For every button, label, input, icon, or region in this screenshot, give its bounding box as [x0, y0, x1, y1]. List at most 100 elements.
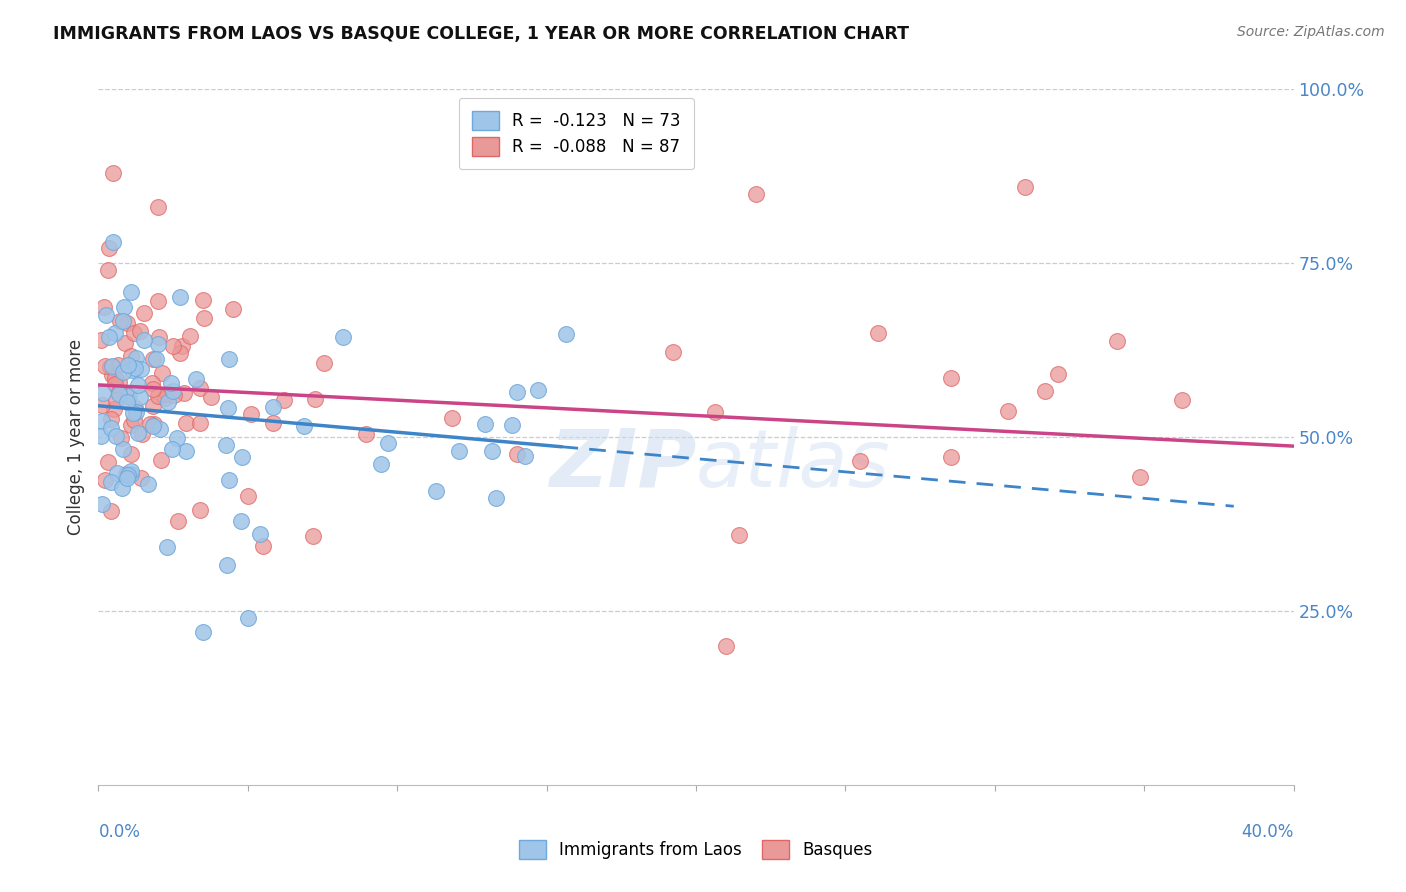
Basques	[90, 333, 112, 347]
Basques	[110, 313, 132, 327]
Basques	[129, 324, 152, 338]
Basques	[704, 405, 727, 419]
Basques	[105, 393, 128, 408]
Immigrants from Laos	[141, 419, 163, 434]
Immigrants from Laos	[146, 337, 169, 351]
Legend: Immigrants from Laos, Basques: Immigrants from Laos, Basques	[512, 831, 880, 868]
Immigrants from Laos	[125, 351, 148, 365]
Immigrants from Laos	[191, 624, 214, 639]
Text: atlas: atlas	[696, 425, 891, 504]
Immigrants from Laos	[120, 467, 142, 482]
Basques	[193, 293, 215, 307]
Immigrants from Laos	[505, 384, 527, 399]
Immigrants from Laos	[231, 450, 253, 464]
Immigrants from Laos	[117, 358, 139, 372]
Immigrants from Laos	[107, 386, 129, 401]
Basques	[262, 416, 284, 430]
Immigrants from Laos	[117, 468, 139, 483]
Immigrants from Laos	[292, 419, 315, 434]
Basques	[114, 335, 136, 350]
Basques	[103, 166, 125, 180]
Immigrants from Laos	[166, 431, 188, 445]
Basques	[167, 514, 190, 528]
Basques	[142, 417, 165, 431]
Immigrants from Laos	[103, 235, 125, 250]
Immigrants from Laos	[104, 326, 127, 341]
Immigrants from Laos	[485, 491, 508, 505]
Basques	[849, 454, 872, 468]
Immigrants from Laos	[174, 444, 197, 458]
Immigrants from Laos	[148, 422, 170, 436]
Basques	[100, 504, 122, 518]
Basques	[1129, 470, 1152, 484]
Basques	[939, 371, 962, 385]
Immigrants from Laos	[134, 333, 156, 347]
Basques	[301, 529, 323, 543]
Immigrants from Laos	[129, 391, 152, 405]
Immigrants from Laos	[447, 444, 470, 458]
Immigrants from Laos	[249, 527, 271, 541]
Immigrants from Laos	[100, 421, 122, 435]
Basques	[124, 401, 146, 415]
Basques	[200, 390, 222, 404]
Basques	[108, 384, 131, 399]
Basques	[190, 381, 212, 395]
Basques	[939, 450, 962, 464]
Immigrants from Laos	[90, 429, 112, 443]
Text: 40.0%: 40.0%	[1241, 823, 1294, 841]
Basques	[97, 455, 120, 469]
Immigrants from Laos	[101, 359, 124, 373]
Basques	[156, 386, 179, 401]
Immigrants from Laos	[332, 330, 354, 344]
Immigrants from Laos	[160, 376, 183, 391]
Immigrants from Laos	[117, 471, 139, 485]
Basques	[238, 489, 260, 503]
Immigrants from Laos	[145, 351, 167, 366]
Immigrants from Laos	[120, 285, 142, 300]
Basques	[97, 242, 120, 256]
Basques	[139, 417, 162, 431]
Y-axis label: College, 1 year or more: College, 1 year or more	[66, 339, 84, 535]
Text: 0.0%: 0.0%	[98, 823, 141, 841]
Basques	[150, 453, 173, 467]
Basques	[131, 427, 153, 442]
Basques	[93, 301, 115, 315]
Basques	[222, 302, 245, 317]
Immigrants from Laos	[121, 464, 143, 478]
Immigrants from Laos	[104, 429, 127, 443]
Immigrants from Laos	[112, 300, 135, 314]
Basques	[120, 349, 142, 363]
Immigrants from Laos	[425, 483, 447, 498]
Basques	[142, 382, 165, 396]
Immigrants from Laos	[118, 389, 141, 403]
Basques	[100, 359, 122, 374]
Basques	[131, 470, 153, 484]
Immigrants from Laos	[169, 289, 191, 303]
Immigrants from Laos	[91, 414, 114, 428]
Basques	[107, 376, 129, 390]
Basques	[252, 539, 274, 553]
Basques	[150, 366, 173, 380]
Immigrants from Laos	[501, 417, 523, 432]
Basques	[1014, 179, 1036, 194]
Basques	[146, 389, 169, 403]
Basques	[134, 306, 156, 320]
Basques	[240, 407, 263, 421]
Basques	[188, 417, 211, 431]
Basques	[193, 310, 215, 325]
Basques	[745, 186, 768, 201]
Basques	[101, 368, 124, 383]
Basques	[273, 392, 295, 407]
Basques	[97, 263, 120, 277]
Immigrants from Laos	[527, 383, 550, 397]
Basques	[1171, 393, 1194, 408]
Basques	[122, 326, 145, 340]
Basques	[153, 391, 176, 405]
Immigrants from Laos	[105, 466, 128, 480]
Basques	[868, 326, 890, 340]
Basques	[141, 376, 163, 391]
Immigrants from Laos	[91, 386, 114, 401]
Basques	[94, 473, 117, 487]
Immigrants from Laos	[127, 377, 149, 392]
Basques	[1033, 384, 1056, 399]
